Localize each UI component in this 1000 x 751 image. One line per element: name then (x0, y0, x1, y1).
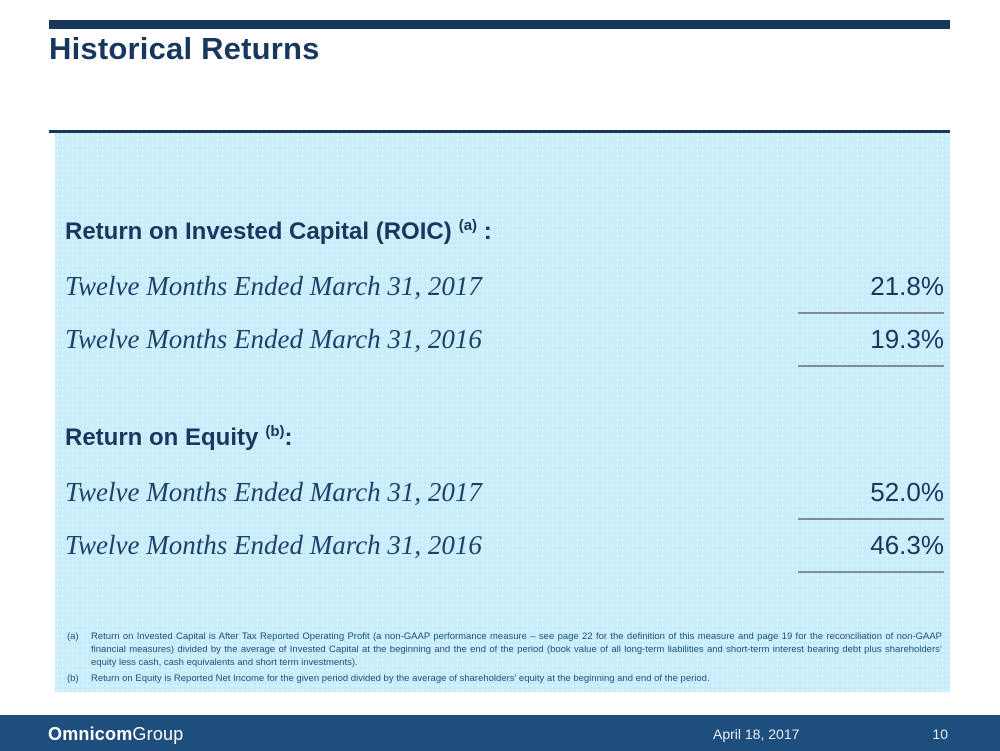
metric-label: Twelve Months Ended March 31, 2017 (65, 271, 482, 301)
roe-heading-colon: : (284, 424, 293, 451)
footnote-a: (a) Return on Invested Capital is After … (67, 630, 942, 669)
footnote-b: (b) Return on Equity is Reported Net Inc… (67, 672, 942, 685)
metric-value: 46.3% (798, 529, 944, 573)
logo-omnicom: Omnicom (48, 724, 133, 744)
title-divider (49, 130, 950, 133)
footer-bar: OmnicomGroup April 18, 2017 10 (0, 715, 1000, 751)
roe-footnote-ref: (b) (265, 423, 285, 440)
metric-label: Twelve Months Ended March 31, 2016 (65, 324, 482, 354)
roic-row-2017: Twelve Months Ended March 31, 2017 21.8% (65, 270, 944, 314)
footnote-b-text: Return on Equity is Reported Net Income … (91, 673, 710, 684)
footnote-b-marker: (b) (67, 673, 79, 684)
roic-heading-colon: : (477, 218, 492, 245)
footnotes: (a) Return on Invested Capital is After … (65, 630, 944, 685)
roe-row-2016: Twelve Months Ended March 31, 2016 46.3% (65, 529, 944, 573)
metric-label: Twelve Months Ended March 31, 2016 (65, 530, 482, 560)
metric-value: 19.3% (798, 323, 944, 367)
metric-label: Twelve Months Ended March 31, 2017 (65, 477, 482, 507)
roic-row-2016: Twelve Months Ended March 31, 2016 19.3% (65, 323, 944, 367)
content-panel: Return on Invested Capital (ROIC) (a) : T… (55, 133, 950, 692)
roic-section-heading: Return on Invested Capital (ROIC) (a) : (65, 133, 944, 246)
metrics-area: Return on Invested Capital (ROIC) (a) : T… (55, 133, 950, 685)
slide-date: April 18, 2017 (713, 726, 800, 742)
footnote-a-text: Return on Invested Capital is After Tax … (91, 631, 942, 668)
page-title: Historical Returns (49, 31, 320, 66)
roe-section-heading: Return on Equity (b): (65, 423, 944, 452)
metric-value: 52.0% (798, 476, 944, 520)
omnicom-group-logo: OmnicomGroup (48, 724, 183, 745)
footnote-a-marker: (a) (67, 631, 79, 642)
metric-value: 21.8% (798, 270, 944, 314)
roe-row-2017: Twelve Months Ended March 31, 2017 52.0% (65, 476, 944, 520)
top-accent-bar (49, 20, 950, 29)
logo-group: Group (132, 724, 184, 744)
roic-footnote-ref: (a) (458, 217, 478, 234)
roe-heading-text: Return on Equity (65, 424, 259, 451)
roic-heading-text: Return on Invested Capital (ROIC) (65, 218, 452, 245)
page-number: 10 (932, 726, 948, 742)
